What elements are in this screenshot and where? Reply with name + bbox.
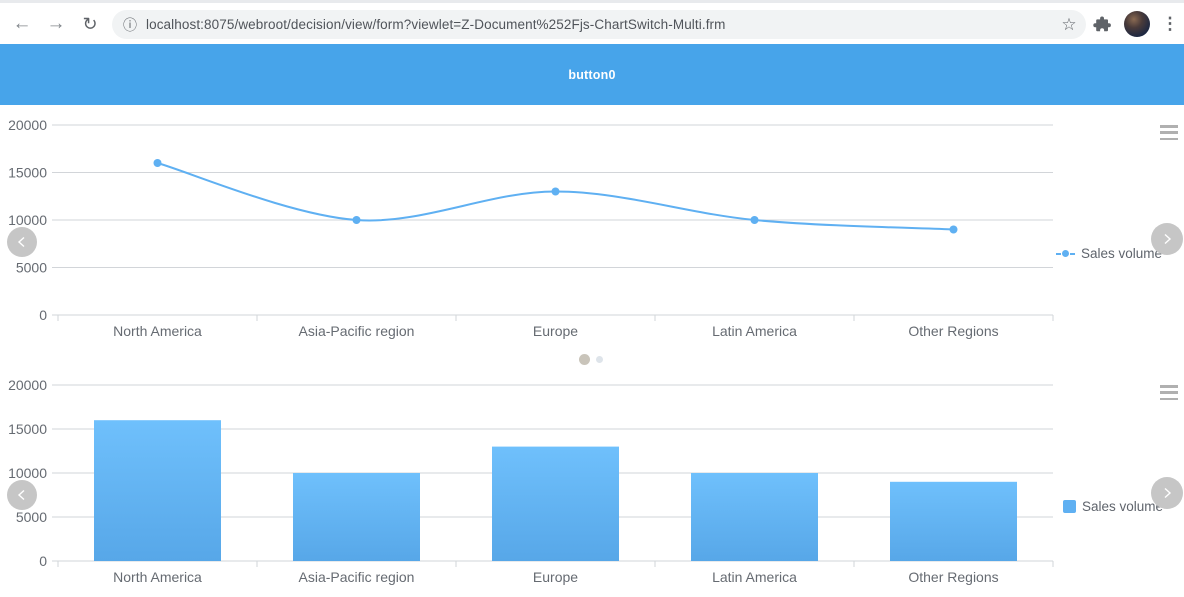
line-chart-prev-arrow[interactable]	[7, 227, 37, 257]
svg-text:10000: 10000	[8, 212, 47, 228]
svg-text:Asia-Pacific region: Asia-Pacific region	[299, 323, 415, 339]
address-bar[interactable]: ⓘ localhost:8075/webroot/decision/view/f…	[112, 10, 1086, 39]
address-url[interactable]: localhost:8075/webroot/decision/view/for…	[146, 17, 726, 32]
carousel-dot-2[interactable]	[596, 356, 603, 363]
chevron-left-icon	[17, 236, 25, 248]
svg-text:15000: 15000	[8, 165, 47, 181]
chevron-right-icon	[1164, 487, 1172, 499]
bar-chart-legend[interactable]: Sales volume	[1063, 499, 1163, 514]
back-button[interactable]: ←	[12, 13, 32, 34]
page-info-icon[interactable]: ⓘ	[123, 16, 137, 33]
reload-button[interactable]: ↻	[82, 13, 98, 34]
puzzle-icon	[1093, 16, 1111, 32]
svg-text:Latin America: Latin America	[712, 569, 797, 585]
line-chart-menu-icon[interactable]	[1160, 125, 1178, 140]
svg-text:5000: 5000	[16, 509, 47, 525]
svg-text:North America: North America	[113, 569, 202, 585]
chevron-right-icon	[1164, 233, 1172, 245]
extensions-button[interactable]	[1090, 12, 1114, 36]
line-series-marker-icon	[1056, 250, 1075, 257]
legend-label: Sales volume	[1081, 246, 1163, 261]
svg-text:Other Regions: Other Regions	[908, 323, 998, 339]
bar-chart-canvas[interactable]: 0 5000 10000 15000 20000 North America Asia-Pa…	[0, 375, 1184, 597]
svg-text:Other Regions: Other Regions	[908, 569, 998, 585]
browser-toolbar: ← → ↻ ⓘ localhost:8075/webroot/decision/…	[0, 3, 1184, 44]
forward-button[interactable]: →	[46, 13, 66, 34]
legend-label: Sales volume	[1082, 499, 1164, 514]
line-chart-legend[interactable]: Sales volume	[1056, 246, 1162, 261]
button0-button[interactable]: button0	[0, 44, 1184, 105]
svg-text:North America: North America	[113, 323, 202, 339]
bookmark-star-icon[interactable]: ☆	[1061, 14, 1077, 34]
svg-text:Asia-Pacific region: Asia-Pacific region	[299, 569, 415, 585]
line-chart-next-arrow[interactable]	[1151, 223, 1183, 255]
svg-text:20000: 20000	[8, 377, 47, 393]
svg-text:Latin America: Latin America	[712, 323, 797, 339]
browser-tabstrip-edge	[0, 0, 1184, 3]
chevron-left-icon	[17, 489, 25, 501]
button0-label: button0	[568, 67, 616, 82]
carousel-dot-1-active[interactable]	[579, 354, 590, 365]
line-chart-canvas[interactable]: 0 5000 10000 15000 20000 North America Asia-Pa…	[0, 105, 1184, 355]
svg-text:Europe: Europe	[533, 323, 578, 339]
svg-text:0: 0	[39, 553, 47, 569]
bar-chart-next-arrow[interactable]	[1151, 477, 1183, 509]
bar-chart-menu-icon[interactable]	[1160, 385, 1178, 400]
bar-series-marker-icon	[1063, 500, 1076, 513]
svg-text:Europe: Europe	[533, 569, 578, 585]
svg-text:20000: 20000	[8, 117, 47, 133]
svg-text:15000: 15000	[8, 421, 47, 437]
svg-text:10000: 10000	[8, 465, 47, 481]
svg-text:0: 0	[39, 307, 47, 323]
browser-menu-button[interactable]: ⋮	[1161, 14, 1179, 33]
profile-avatar[interactable]	[1124, 11, 1150, 37]
bar-chart-prev-arrow[interactable]	[7, 480, 37, 510]
svg-text:5000: 5000	[16, 260, 47, 276]
carousel-pagination	[579, 354, 603, 365]
